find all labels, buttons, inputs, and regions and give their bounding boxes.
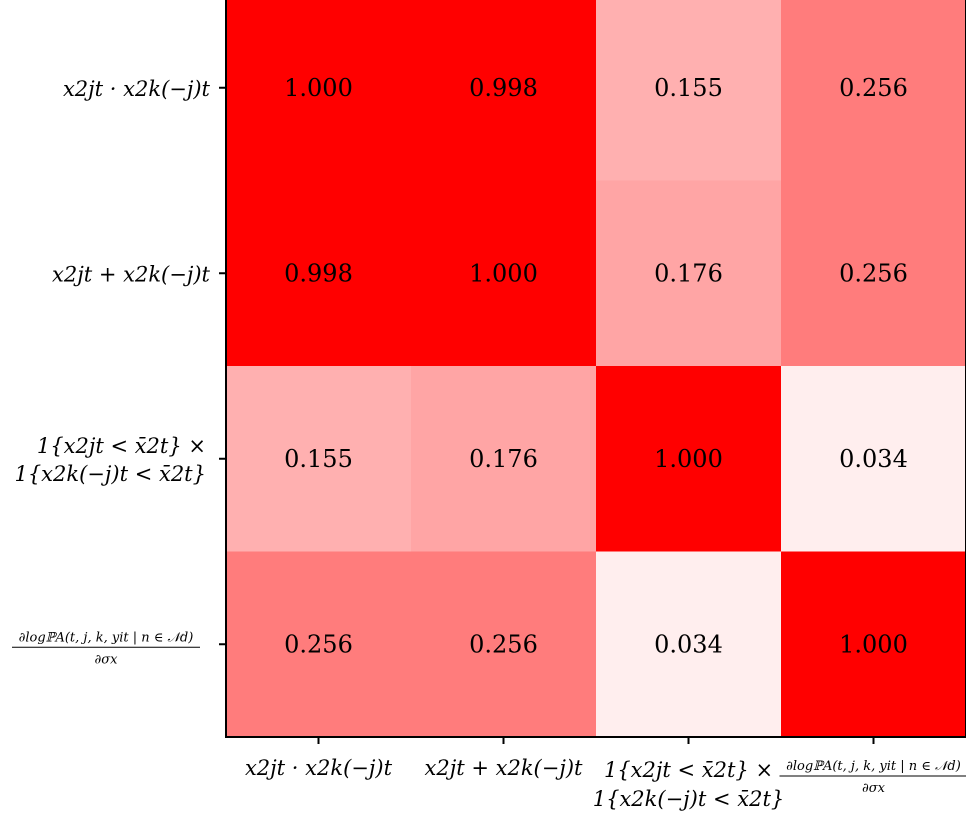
heatmap-cells: [226, 0, 966, 738]
cell-value-label: 0.034: [654, 630, 723, 658]
y-tick-label-numerator: ∂logℙA(t, j, k, yit | n ∈ 𝒩d): [19, 630, 194, 645]
heatmap-cell-r0-c0: [226, 0, 412, 181]
cell-value-label: 1.000: [469, 259, 538, 287]
cell-value-label: 0.034: [839, 445, 908, 473]
x-tick-label-indicator: 1{x2jt < x̄2t} × 1{x2k(−j)t < x̄2t}: [593, 758, 785, 811]
heatmap-cell-r2-c0: [226, 366, 412, 552]
cell-value-label: 0.176: [654, 259, 723, 287]
heatmap-cell-r1-c1: [411, 180, 597, 367]
cell-value-label: 1.000: [284, 74, 353, 102]
x-tick-label-denominator: ∂σx: [862, 781, 886, 796]
y-axis: x2jt · x2k(−j)t x2jt + x2k(−j)t 1{x2jt < x…: [12, 77, 226, 667]
cell-value-label: 0.155: [654, 74, 723, 102]
plot-frame: [225, 0, 966, 738]
x-tick-label-numerator: ∂logℙA(t, j, k, yit | n ∈ 𝒩d): [786, 759, 961, 774]
heatmap-cell-r3-c3: [781, 551, 966, 738]
heatmap-cell-r3-c0: [226, 551, 412, 738]
heatmap-cell-r2-c2: [596, 366, 782, 552]
x-tick-label-product: x2jt · x2k(−j)t: [245, 756, 393, 780]
x-tick-label-line: x2jt · x2k(−j)t: [245, 756, 393, 780]
heatmap-cell-r1-c0: [226, 180, 412, 367]
heatmap-cell-r2-c1: [411, 366, 597, 552]
heatmap-cell-r1-c3: [781, 180, 966, 367]
cell-value-label: 0.256: [839, 259, 908, 287]
heatmap-cell-r3-c2: [596, 551, 782, 738]
cell-value-label: 0.256: [469, 630, 538, 658]
x-tick-label-line: x2jt + x2k(−j)t: [425, 756, 584, 780]
heatmap-cell-r0-c2: [596, 0, 782, 181]
heatmap-cell-r1-c2: [596, 180, 782, 367]
y-tick-label-line: 1{x2jt < x̄2t} ×: [37, 434, 206, 458]
x-tick-label-sum: x2jt + x2k(−j)t: [425, 756, 584, 780]
x-tick-label-line: 1{x2k(−j)t < x̄2t}: [593, 787, 785, 811]
cell-value-label: 0.998: [284, 259, 353, 287]
x-axis: x2jt · x2k(−j)t x2jt + x2k(−j)t 1{x2jt < x…: [245, 737, 966, 811]
x-tick-label-derivative: ∂logℙA(t, j, k, yit | n ∈ 𝒩d) ∂σx: [779, 759, 966, 796]
y-tick-label-product: x2jt · x2k(−j)t: [63, 77, 211, 101]
heatmap-cell-r0-c3: [781, 0, 966, 181]
cell-value-label: 1.000: [654, 445, 723, 473]
heatmap-cell-labels: 1.000 0.998 0.155 0.256 0.998 1.000 0.176 0.256…: [284, 74, 908, 659]
cell-value-label: 0.256: [839, 74, 908, 102]
heatmap-cell-r2-c3: [781, 366, 966, 552]
y-tick-label-line: 1{x2k(−j)t < x̄2t}: [14, 462, 206, 486]
y-tick-label-sum: x2jt + x2k(−j)t: [52, 262, 211, 286]
y-tick-label-line: x2jt + x2k(−j)t: [52, 262, 211, 286]
cell-value-label: 0.176: [469, 445, 538, 473]
y-tick-label-derivative: ∂logℙA(t, j, k, yit | n ∈ 𝒩d) ∂σx: [12, 630, 200, 667]
y-tick-label-line: x2jt · x2k(−j)t: [63, 77, 211, 101]
heatmap-cell-r3-c1: [411, 551, 597, 738]
cell-value-label: 0.998: [469, 74, 538, 102]
x-tick-label-line: 1{x2jt < x̄2t} ×: [604, 758, 773, 782]
heatmap-cell-r0-c1: [411, 0, 597, 181]
y-tick-label-indicator: 1{x2jt < x̄2t} × 1{x2k(−j)t < x̄2t}: [14, 434, 206, 486]
cell-value-label: 0.155: [284, 445, 353, 473]
y-tick-label-denominator: ∂σx: [95, 652, 119, 667]
cell-value-label: 0.256: [284, 630, 353, 658]
cell-value-label: 1.000: [839, 630, 908, 658]
